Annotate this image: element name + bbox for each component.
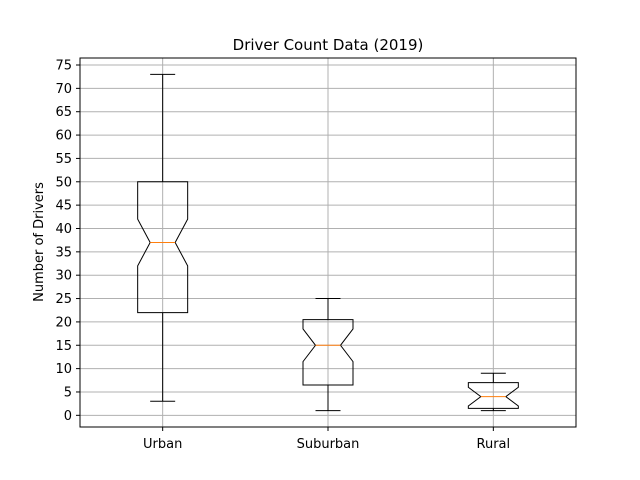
- box-suburban: [302, 298, 354, 412]
- x-tick-label: Suburban: [297, 437, 360, 452]
- y-tick-label: 65: [55, 105, 72, 120]
- x-axis-ticks: Urban Suburban Rural: [143, 427, 510, 452]
- x-tick-label: Urban: [143, 437, 182, 452]
- box-body: [467, 382, 519, 409]
- box-body: [302, 319, 354, 386]
- y-tick-label: 20: [55, 315, 72, 330]
- box-body: [137, 181, 189, 314]
- box-rural: [467, 372, 519, 412]
- y-tick-label: 50: [55, 175, 72, 190]
- y-tick-label: 75: [55, 59, 72, 74]
- y-tick-label: 15: [55, 339, 72, 354]
- y-tick-label: 45: [55, 199, 72, 214]
- y-tick-label: 70: [55, 82, 72, 97]
- y-tick-label: 30: [55, 269, 72, 284]
- y-tick-label: 55: [55, 152, 72, 167]
- y-tick-label: 40: [55, 222, 72, 237]
- y-axis-ticks: 0 5 10 15 20 25 30 35 40 45 50 55 60 65 70 75: [55, 59, 80, 424]
- y-tick-label: 0: [64, 409, 72, 424]
- boxes: [137, 73, 519, 412]
- y-tick-label: 60: [55, 129, 72, 144]
- y-tick-label: 35: [55, 245, 72, 260]
- y-tick-label: 25: [55, 292, 72, 307]
- y-tick-label: 5: [64, 385, 72, 400]
- x-tick-label: Rural: [477, 437, 511, 452]
- chart-title: Driver Count Data (2019): [233, 36, 424, 54]
- y-tick-label: 10: [55, 362, 72, 377]
- box-urban: [137, 73, 189, 402]
- y-axis-label: Number of Drivers: [32, 182, 47, 302]
